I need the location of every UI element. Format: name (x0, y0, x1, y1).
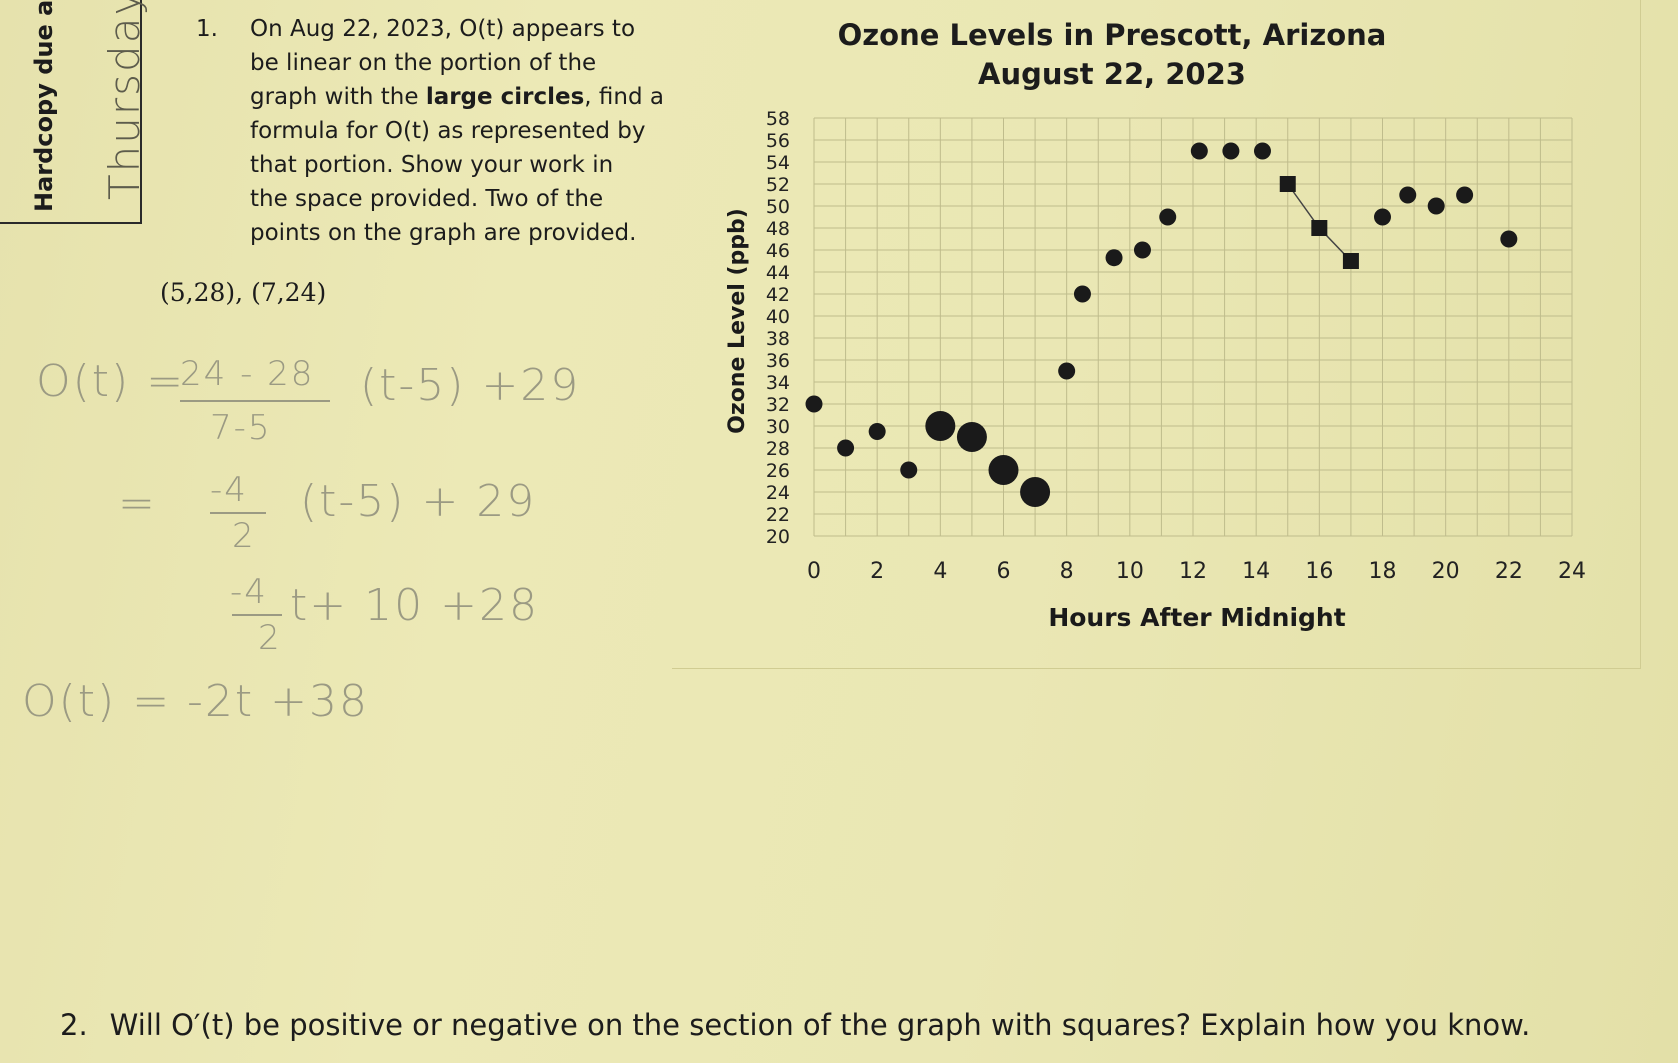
x-axis-label: Hours After Midnight (1048, 603, 1345, 632)
given-points: (5,28), (7,24) (160, 278, 327, 307)
data-point-small-circle (900, 461, 918, 479)
q1-bold-term: large circles (425, 84, 585, 110)
x-tick-label: 22 (1495, 559, 1523, 584)
question-2-text: Will O′(t) be positive or negative on th… (109, 1008, 1531, 1042)
y-tick-label: 44 (766, 262, 790, 284)
x-tick-label: 16 (1305, 559, 1333, 584)
y-tick-label: 32 (766, 394, 790, 416)
y-tick-label: 42 (766, 284, 790, 306)
y-tick-label: 34 (766, 372, 790, 394)
y-tick-label: 48 (766, 218, 790, 240)
data-point-small-circle (1427, 197, 1445, 215)
work-line2-fraction-bar (210, 512, 266, 514)
work-line1-denominator: 7-5 (210, 408, 272, 448)
question-2: 2. Will O′(t) be positive or negative on … (60, 1008, 1530, 1042)
y-tick-label: 28 (766, 438, 790, 460)
chart-title-block: Ozone Levels in Prescott, Arizona August… (672, 16, 1552, 94)
y-tick-label: 26 (766, 460, 790, 482)
data-point-small-circle (1058, 362, 1076, 380)
work-line2-rest: (t-5) + 29 (300, 476, 537, 527)
data-point-small-circle (868, 423, 886, 440)
question-1-number: 1. (196, 16, 218, 42)
data-point-square (1342, 253, 1359, 269)
y-axis-label: Ozone Level (ppb) (725, 208, 750, 434)
data-point-small-circle (1374, 208, 1391, 226)
chart-frame (672, 0, 1641, 669)
x-tick-label: 2 (870, 559, 884, 584)
work-line2-equals: = (118, 478, 157, 529)
y-tick-label: 36 (766, 350, 790, 372)
y-tick-label: 22 (766, 504, 790, 526)
data-point-small-circle (1159, 208, 1177, 226)
y-tick-label: 24 (766, 482, 790, 504)
data-point-small-circle (1500, 230, 1518, 248)
x-tick-label: 14 (1242, 559, 1270, 584)
chart-subtitle: August 22, 2023 (978, 57, 1246, 91)
y-tick-label: 40 (766, 306, 790, 328)
data-point-small-circle (805, 395, 823, 413)
data-point-large-circle (956, 422, 987, 452)
data-point-small-circle (1073, 285, 1091, 303)
data-point-small-circle (1190, 142, 1208, 160)
work-line3-denominator: 2 (258, 618, 282, 658)
work-line3-rest: t+ 10 +28 (290, 580, 539, 631)
data-point-small-circle (837, 439, 855, 457)
y-tick-label: 58 (766, 108, 790, 130)
data-point-small-circle (1253, 142, 1271, 160)
q1-line-part: , find a (584, 84, 664, 110)
work-line1-fraction-bar (180, 400, 330, 402)
y-tick-label: 20 (766, 526, 790, 548)
data-point-small-circle (1399, 186, 1417, 204)
y-tick-label: 56 (766, 130, 790, 152)
data-point-large-circle (988, 455, 1019, 485)
y-tick-label: 38 (766, 328, 790, 350)
x-tick-label: 4 (933, 559, 947, 584)
data-point-square (1279, 176, 1296, 192)
q1-line: the space provided. Two of the (250, 186, 604, 212)
data-point-square (1311, 220, 1328, 236)
work-line3-fraction-bar (232, 614, 282, 616)
x-tick-label: 12 (1179, 559, 1207, 584)
y-tick-label: 30 (766, 416, 790, 438)
q1-line-part: graph with the (250, 84, 426, 110)
x-tick-label: 24 (1558, 559, 1586, 584)
work-final-formula: O(t) = -2t +38 (22, 676, 370, 727)
x-tick-label: 18 (1369, 559, 1397, 584)
work-line2-numerator: -4 (210, 470, 248, 510)
work-line1-lhs: O(t) = (36, 356, 186, 407)
work-line1-rest: (t-5) +29 (360, 360, 581, 411)
y-tick-label: 52 (766, 174, 790, 196)
q1-line: be linear on the portion of the (250, 50, 597, 76)
chart-title: Ozone Levels in Prescott, Arizona (837, 18, 1387, 52)
question-2-number: 2. (60, 1008, 88, 1042)
q1-line: graph with the large circles, find a (250, 80, 670, 114)
work-line3-numerator: -4 (230, 572, 268, 612)
data-point-small-circle (1105, 249, 1123, 267)
q1-line: formula for O(t) as represented by (250, 118, 646, 144)
work-line1-numerator: 24 - 28 (180, 354, 315, 394)
q1-line: points on the graph are provided. (250, 220, 637, 246)
data-point-small-circle (1456, 186, 1474, 204)
y-tick-label: 50 (766, 196, 790, 218)
data-point-small-circle (1133, 241, 1151, 259)
x-tick-label: 6 (997, 559, 1011, 584)
work-line2-denominator: 2 (232, 516, 256, 556)
data-point-large-circle (1020, 477, 1051, 507)
x-tick-label: 10 (1116, 559, 1144, 584)
q1-line: On Aug 22, 2023, O(t) appears to (250, 16, 636, 42)
y-tick-label: 46 (766, 240, 790, 262)
data-point-small-circle (1222, 142, 1240, 160)
data-point-large-circle (925, 411, 956, 441)
x-tick-label: 8 (1060, 559, 1074, 584)
due-date-tab (0, 0, 142, 224)
x-tick-label: 0 (807, 559, 821, 584)
q1-line: that portion. Show your work in (250, 152, 614, 178)
question-1-text: On Aug 22, 2023, O(t) appears to be line… (250, 12, 670, 250)
x-tick-label: 20 (1432, 559, 1460, 584)
y-tick-label: 54 (766, 152, 790, 174)
